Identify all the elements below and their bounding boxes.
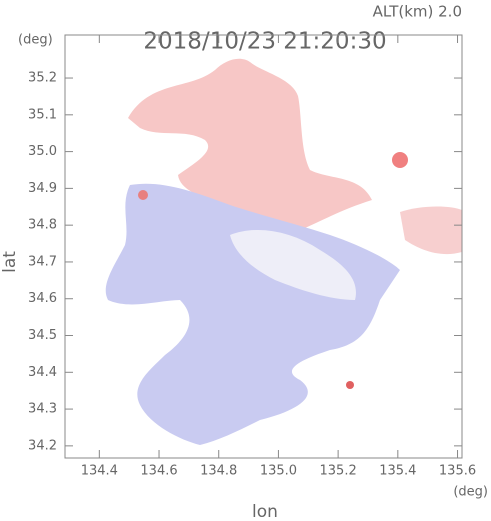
y-tick-label: 34.9 xyxy=(28,181,57,196)
y-tick-label: 34.5 xyxy=(28,328,57,343)
strong-echo xyxy=(346,381,354,389)
x-axis-label: lon xyxy=(252,502,278,521)
y-tick-label: 34.8 xyxy=(28,218,57,233)
neutral-echo xyxy=(230,230,356,300)
y-axis-label: lat xyxy=(0,251,20,273)
y-tick-label: 35.2 xyxy=(28,71,57,86)
positive-echo xyxy=(128,58,372,230)
x-tick-label: 135.4 xyxy=(379,464,416,479)
x-tick-label: 134.4 xyxy=(81,464,118,479)
radar-field xyxy=(105,58,462,446)
y-tick-label: 34.4 xyxy=(28,365,57,380)
x-tick-label: 134.8 xyxy=(200,464,237,479)
y-tick-label: 35.1 xyxy=(28,107,57,122)
y-tick-label: 34.2 xyxy=(28,438,57,453)
x-tick-label: 134.6 xyxy=(140,464,177,479)
altitude-label: ALT(km) 2.0 xyxy=(373,3,462,21)
y-unit: (deg) xyxy=(18,33,53,48)
y-tick-label: 34.7 xyxy=(28,254,57,269)
y-tick-label: 34.3 xyxy=(28,402,57,417)
chart-title: 2018/10/23 21:20:30 xyxy=(143,29,386,55)
x-unit: (deg) xyxy=(453,485,488,500)
x-tick-label: 135.2 xyxy=(320,464,357,479)
positive-echo xyxy=(400,206,462,255)
y-tick-label: 35.0 xyxy=(28,144,57,159)
strong-echo xyxy=(138,190,148,200)
negative-echo xyxy=(105,183,401,446)
plot-frame xyxy=(64,34,463,459)
y-tick-label: 34.6 xyxy=(28,291,57,306)
x-tick-label: 135.6 xyxy=(439,464,476,479)
strong-echo xyxy=(392,152,408,168)
x-tick-label: 135.0 xyxy=(260,464,297,479)
